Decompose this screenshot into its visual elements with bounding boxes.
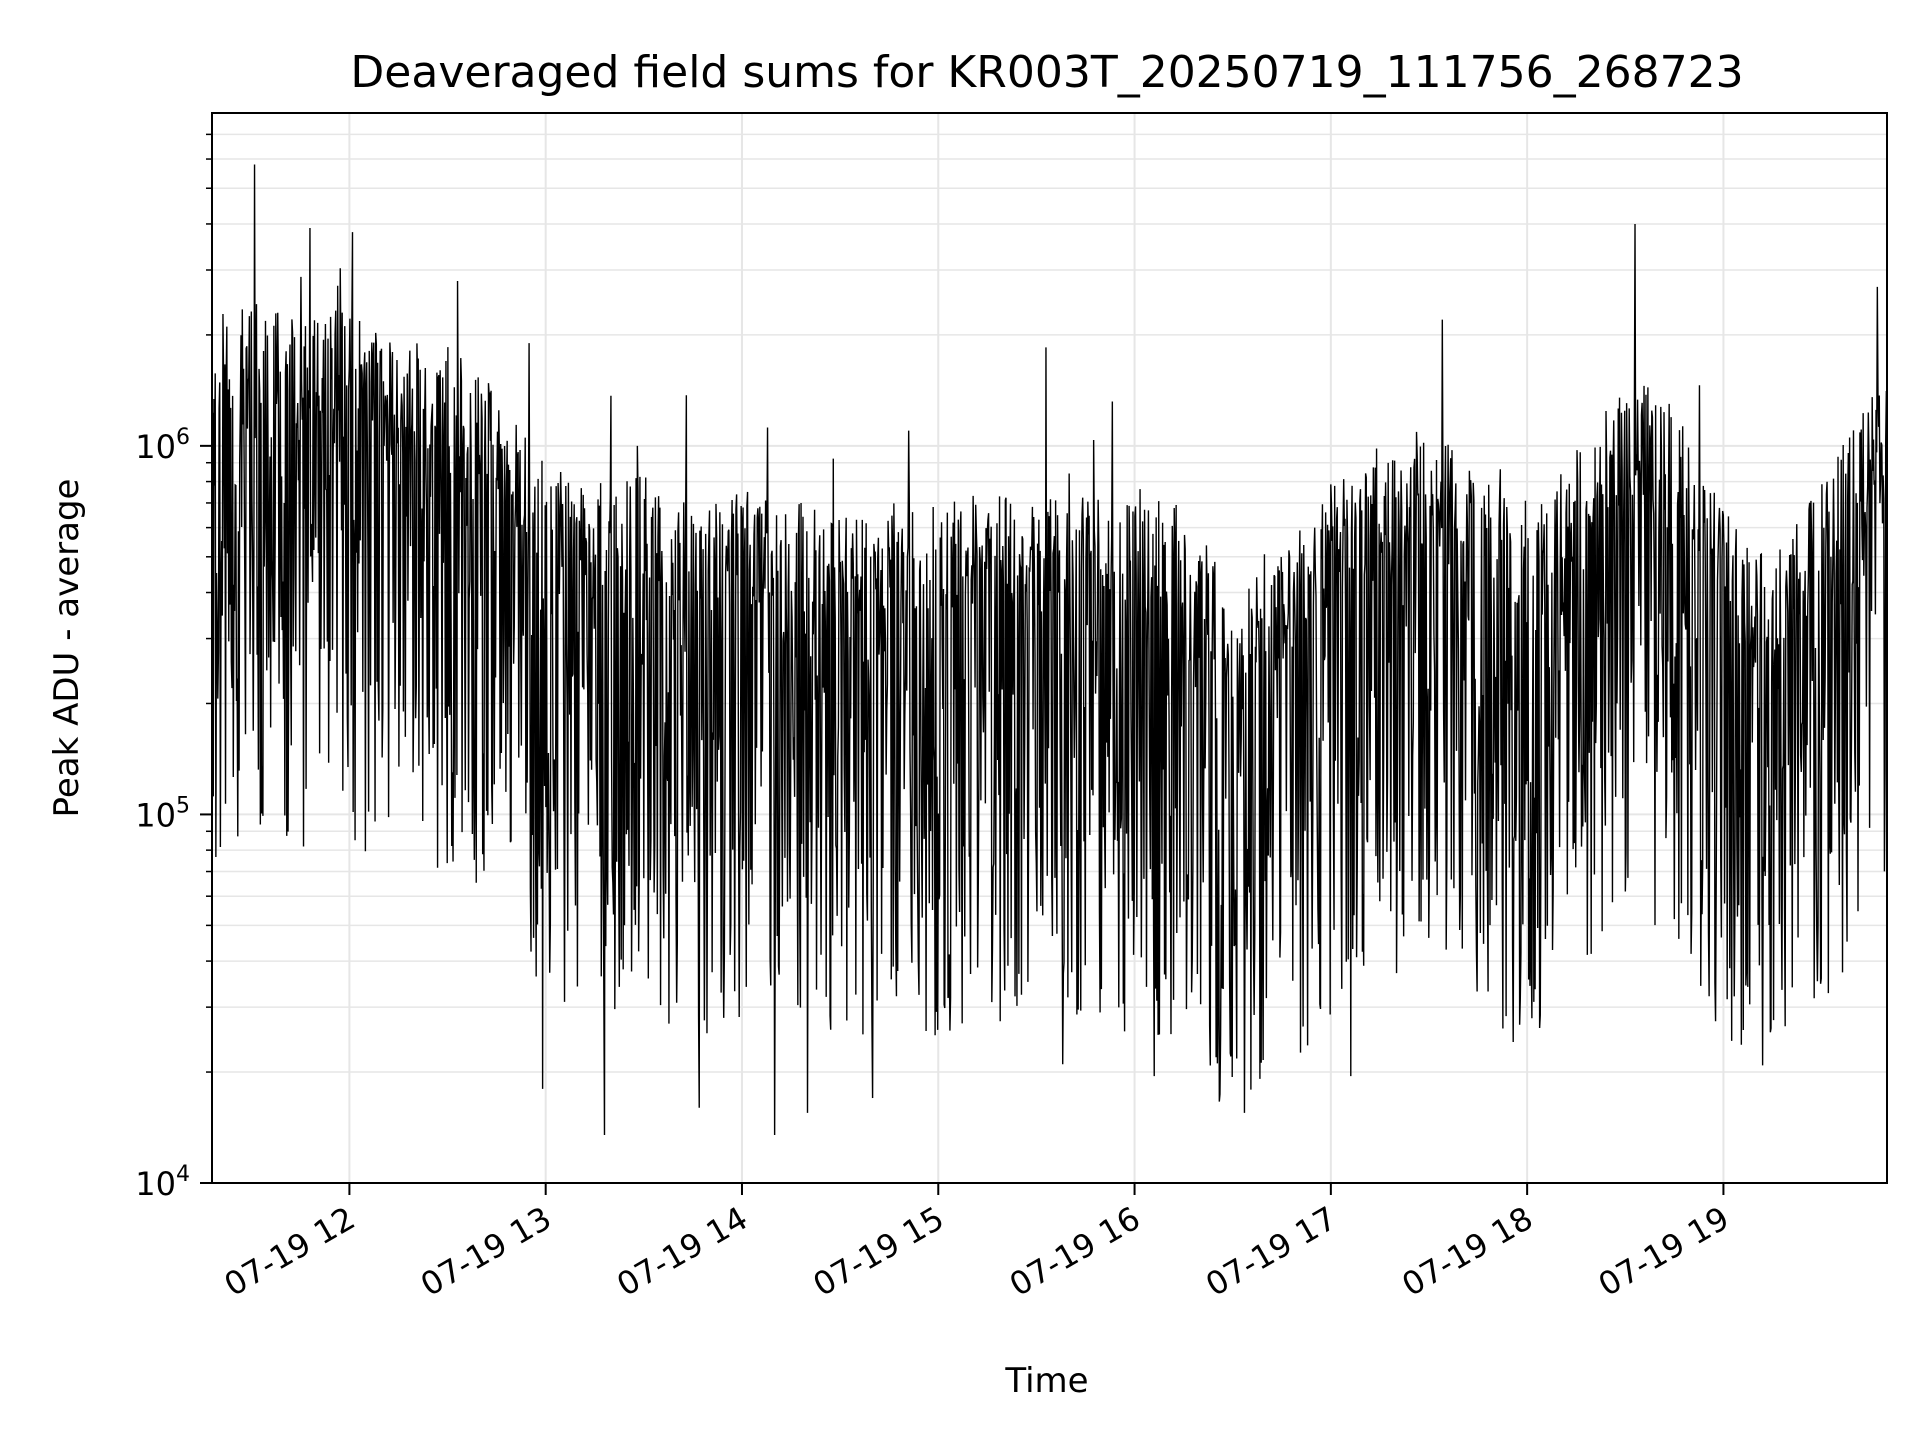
y-tick-label: 106 xyxy=(135,425,190,466)
y-axis-ticks: 104 105 106 xyxy=(135,133,212,1203)
y-tick-label: 104 xyxy=(135,1162,190,1203)
series-layer xyxy=(212,164,1887,1135)
y-tick-label: 105 xyxy=(135,793,190,834)
x-axis-title: Time xyxy=(1004,1361,1088,1401)
chart-title: Deaveraged field sums for KR003T_2025071… xyxy=(350,47,1743,98)
y-axis-title: Peak ADU - average xyxy=(47,479,87,818)
plot-frame xyxy=(211,112,1888,1184)
series-line xyxy=(212,164,1887,1135)
